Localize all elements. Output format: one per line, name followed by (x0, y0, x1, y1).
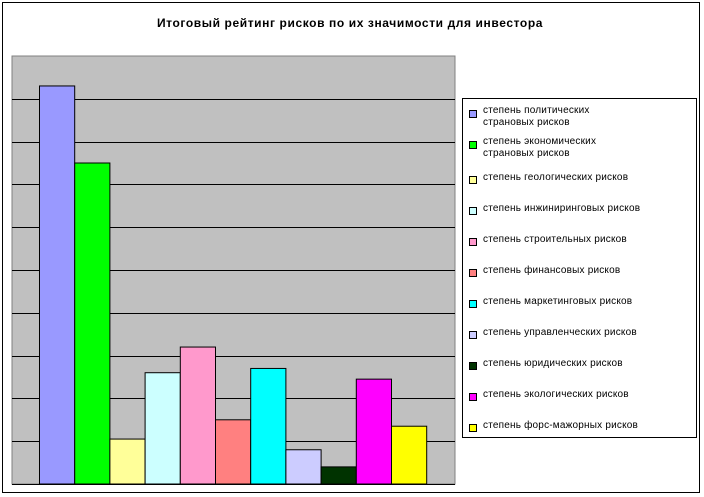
bar (179, 346, 217, 485)
legend-swatch (469, 269, 477, 277)
legend-item: степень строительных рисков (463, 229, 696, 253)
legend-item: степень управленческих рисков (463, 322, 696, 346)
bar (39, 85, 76, 485)
legend-item: степень инжиниринговых рисков (463, 198, 696, 222)
legend-swatch (469, 176, 477, 184)
legend-item: степень геологических рисков (463, 167, 696, 191)
legend-label: степень экономических страновых рисков (483, 136, 597, 159)
legend-item: степень финансовых рисков (463, 260, 696, 284)
legend-swatch (469, 110, 477, 118)
legend-label: степень экологических рисков (483, 389, 629, 400)
legend-swatch (469, 331, 477, 339)
legend-label: степень инжиниринговых рисков (483, 203, 641, 214)
legend-label: степень юридических рисков (483, 358, 623, 369)
legend-label: степень геологических рисков (483, 172, 629, 183)
legend-item: степень форс-мажорных рисков (463, 415, 696, 439)
chart-legend: степень политических страновых рисков сте… (462, 98, 697, 438)
legend-swatch (469, 207, 477, 215)
legend-swatch (469, 393, 477, 401)
legend-label: степень строительных рисков (483, 234, 627, 245)
bar (320, 466, 357, 485)
legend-item: степень экологических рисков (463, 384, 696, 408)
legend-label: степень маркетинговых рисков (483, 296, 633, 307)
bar (285, 449, 322, 485)
legend-item: степень юридических рисков (463, 353, 696, 377)
bar (391, 425, 428, 485)
legend-swatch (469, 238, 477, 246)
legend-swatch (469, 300, 477, 308)
legend-item: степень политических страновых рисков (463, 105, 696, 129)
bar (109, 438, 146, 485)
legend-item: степень маркетинговых рисков (463, 291, 696, 315)
bar (144, 372, 181, 485)
legend-label: степень финансовых рисков (483, 265, 621, 276)
chart-title: Итоговый рейтинг рисков по их значимости… (156, 16, 544, 30)
legend-label: степень управленческих рисков (483, 327, 637, 338)
legend-swatch (469, 424, 477, 432)
bar (355, 378, 392, 485)
bar (215, 419, 252, 485)
bar (250, 367, 287, 485)
legend-label: степень форс-мажорных рисков (483, 420, 639, 431)
bar (74, 162, 111, 485)
legend-item: степень экономических страновых рисков (463, 136, 696, 160)
legend-label: степень политических страновых рисков (483, 105, 590, 128)
legend-swatch (469, 141, 477, 149)
legend-swatch (469, 362, 477, 370)
